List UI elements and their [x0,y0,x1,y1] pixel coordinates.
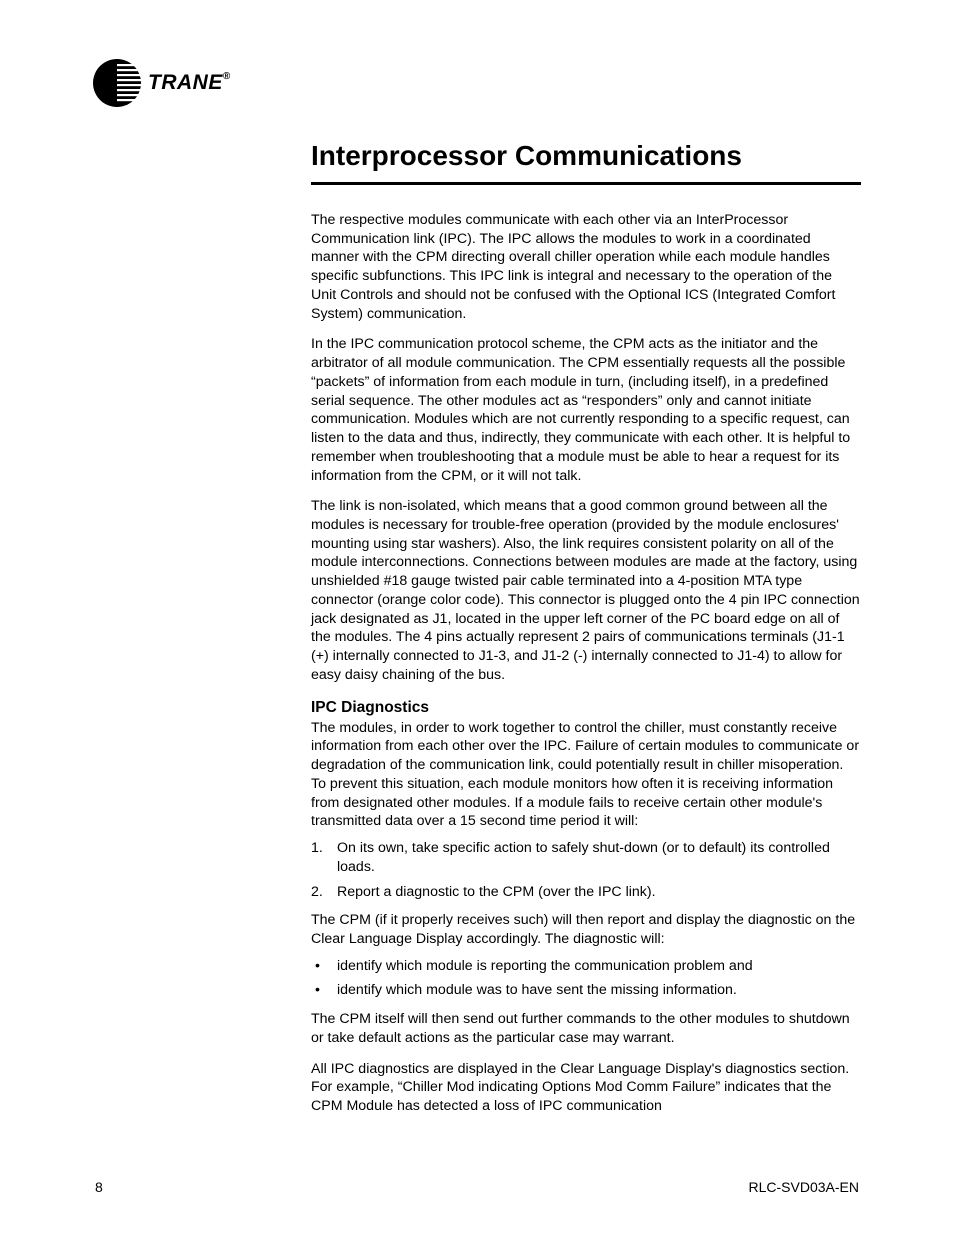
list-text: identify which module was to have sent t… [337,981,861,1000]
bullet-icon: • [311,981,337,1000]
list-item: 2. Report a diagnostic to the CPM (over … [311,883,861,902]
body-paragraph: The respective modules communicate with … [311,211,861,323]
body-paragraph: The modules, in order to work together t… [311,719,861,831]
list-text: On its own, take specific action to safe… [337,839,861,876]
bullet-icon: • [311,957,337,976]
list-text: Report a diagnostic to the CPM (over the… [337,883,861,902]
list-item: • identify which module is reporting the… [311,957,861,976]
list-marker: 1. [311,839,337,876]
bullet-list: • identify which module is reporting the… [311,957,861,1000]
body-paragraph: The CPM itself will then send out furthe… [311,1010,861,1047]
list-text: identify which module is reporting the c… [337,957,861,976]
body-paragraph: The CPM (if it properly receives such) w… [311,911,861,948]
brand-logo: TRANE® [92,58,231,108]
body-paragraph: All IPC diagnostics are displayed in the… [311,1060,861,1116]
page-number: 8 [95,1179,103,1195]
list-marker: 2. [311,883,337,902]
heading-rule [311,182,861,185]
page-title: Interprocessor Communications [311,140,861,172]
list-item: • identify which module was to have sent… [311,981,861,1000]
body-paragraph: The link is non-isolated, which means th… [311,497,861,684]
document-id: RLC-SVD03A-EN [749,1179,859,1195]
list-item: 1. On its own, take specific action to s… [311,839,861,876]
page-footer: 8 RLC-SVD03A-EN [95,1179,859,1195]
page-content: Interprocessor Communications The respec… [311,140,861,1116]
numbered-list: 1. On its own, take specific action to s… [311,839,861,901]
section-heading: IPC Diagnostics [311,699,861,717]
logo-wordmark: TRANE® [148,71,231,95]
logo-globe-icon [92,58,142,108]
body-paragraph: In the IPC communication protocol scheme… [311,335,861,485]
